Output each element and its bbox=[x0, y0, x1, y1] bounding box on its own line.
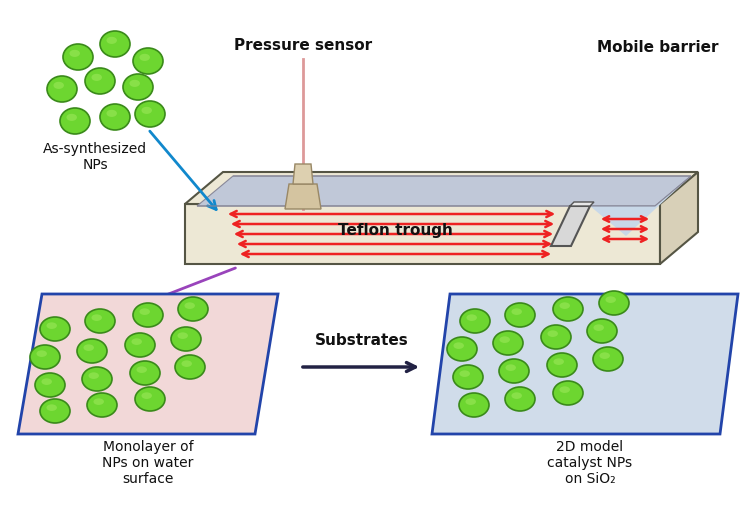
Ellipse shape bbox=[69, 51, 80, 58]
Ellipse shape bbox=[40, 399, 70, 423]
Polygon shape bbox=[551, 207, 590, 246]
Text: Teflon trough: Teflon trough bbox=[338, 222, 452, 237]
Polygon shape bbox=[197, 177, 691, 207]
Ellipse shape bbox=[93, 399, 104, 405]
Ellipse shape bbox=[130, 361, 160, 385]
Polygon shape bbox=[660, 173, 698, 265]
Ellipse shape bbox=[553, 381, 583, 405]
Ellipse shape bbox=[547, 331, 558, 337]
Ellipse shape bbox=[133, 303, 163, 327]
Ellipse shape bbox=[547, 353, 577, 377]
Ellipse shape bbox=[60, 109, 90, 135]
Ellipse shape bbox=[91, 315, 102, 321]
Ellipse shape bbox=[136, 366, 147, 373]
Ellipse shape bbox=[82, 367, 112, 391]
Ellipse shape bbox=[599, 353, 610, 359]
Ellipse shape bbox=[447, 337, 477, 361]
Ellipse shape bbox=[505, 303, 535, 327]
Ellipse shape bbox=[559, 386, 570, 393]
Ellipse shape bbox=[54, 82, 64, 90]
Text: Monolayer of
NPs on water
surface: Monolayer of NPs on water surface bbox=[103, 439, 194, 486]
Text: As-synthesized
NPs: As-synthesized NPs bbox=[43, 142, 147, 172]
Polygon shape bbox=[185, 173, 698, 205]
Ellipse shape bbox=[91, 75, 102, 82]
Ellipse shape bbox=[47, 405, 57, 411]
Polygon shape bbox=[432, 294, 738, 434]
Ellipse shape bbox=[35, 373, 65, 397]
Ellipse shape bbox=[178, 297, 208, 321]
Ellipse shape bbox=[465, 399, 476, 405]
Ellipse shape bbox=[593, 325, 604, 331]
Ellipse shape bbox=[559, 303, 570, 309]
Ellipse shape bbox=[84, 345, 94, 351]
Ellipse shape bbox=[106, 38, 117, 45]
Ellipse shape bbox=[77, 340, 107, 363]
Text: Substrates: Substrates bbox=[315, 332, 409, 347]
Text: Pressure sensor: Pressure sensor bbox=[234, 38, 372, 53]
Ellipse shape bbox=[553, 359, 564, 365]
Polygon shape bbox=[590, 177, 691, 237]
Ellipse shape bbox=[47, 77, 77, 103]
Ellipse shape bbox=[40, 318, 70, 342]
Ellipse shape bbox=[453, 365, 483, 389]
Ellipse shape bbox=[185, 303, 195, 309]
Ellipse shape bbox=[459, 371, 470, 377]
Text: Mobile barrier: Mobile barrier bbox=[597, 40, 719, 55]
Ellipse shape bbox=[142, 107, 152, 115]
Ellipse shape bbox=[171, 327, 201, 351]
Ellipse shape bbox=[175, 355, 205, 379]
Ellipse shape bbox=[499, 336, 510, 343]
Ellipse shape bbox=[123, 75, 153, 101]
Ellipse shape bbox=[47, 323, 57, 329]
Ellipse shape bbox=[63, 45, 93, 71]
Ellipse shape bbox=[553, 297, 583, 321]
Ellipse shape bbox=[142, 392, 152, 399]
Ellipse shape bbox=[85, 309, 115, 333]
Ellipse shape bbox=[125, 333, 155, 357]
Ellipse shape bbox=[133, 49, 163, 75]
Ellipse shape bbox=[139, 54, 150, 62]
Ellipse shape bbox=[87, 393, 117, 417]
Ellipse shape bbox=[467, 315, 477, 321]
Ellipse shape bbox=[587, 319, 617, 344]
Ellipse shape bbox=[499, 359, 529, 383]
Ellipse shape bbox=[30, 345, 60, 369]
Ellipse shape bbox=[131, 338, 142, 345]
Polygon shape bbox=[293, 165, 313, 185]
Polygon shape bbox=[285, 185, 321, 210]
Ellipse shape bbox=[453, 343, 464, 349]
Ellipse shape bbox=[593, 347, 623, 371]
Ellipse shape bbox=[511, 392, 522, 399]
Ellipse shape bbox=[459, 393, 489, 417]
Ellipse shape bbox=[182, 361, 192, 367]
Ellipse shape bbox=[605, 297, 616, 303]
Ellipse shape bbox=[41, 379, 52, 385]
Polygon shape bbox=[570, 203, 594, 207]
Ellipse shape bbox=[505, 387, 535, 411]
Bar bbox=[185, 205, 660, 265]
Ellipse shape bbox=[100, 32, 130, 58]
Ellipse shape bbox=[460, 309, 490, 333]
Text: 2D model
catalyst NPs
on SiO₂: 2D model catalyst NPs on SiO₂ bbox=[547, 439, 633, 486]
Ellipse shape bbox=[100, 105, 130, 131]
Ellipse shape bbox=[135, 102, 165, 128]
Ellipse shape bbox=[493, 331, 523, 355]
Ellipse shape bbox=[505, 364, 516, 371]
Ellipse shape bbox=[599, 292, 629, 316]
Ellipse shape bbox=[177, 333, 188, 340]
Ellipse shape bbox=[106, 110, 117, 118]
Ellipse shape bbox=[511, 309, 522, 315]
Ellipse shape bbox=[130, 80, 140, 88]
Ellipse shape bbox=[541, 325, 571, 349]
Ellipse shape bbox=[85, 69, 115, 95]
Polygon shape bbox=[18, 294, 278, 434]
Ellipse shape bbox=[135, 387, 165, 411]
Ellipse shape bbox=[88, 373, 99, 379]
Ellipse shape bbox=[66, 115, 77, 122]
Ellipse shape bbox=[139, 309, 150, 315]
Ellipse shape bbox=[36, 351, 47, 357]
